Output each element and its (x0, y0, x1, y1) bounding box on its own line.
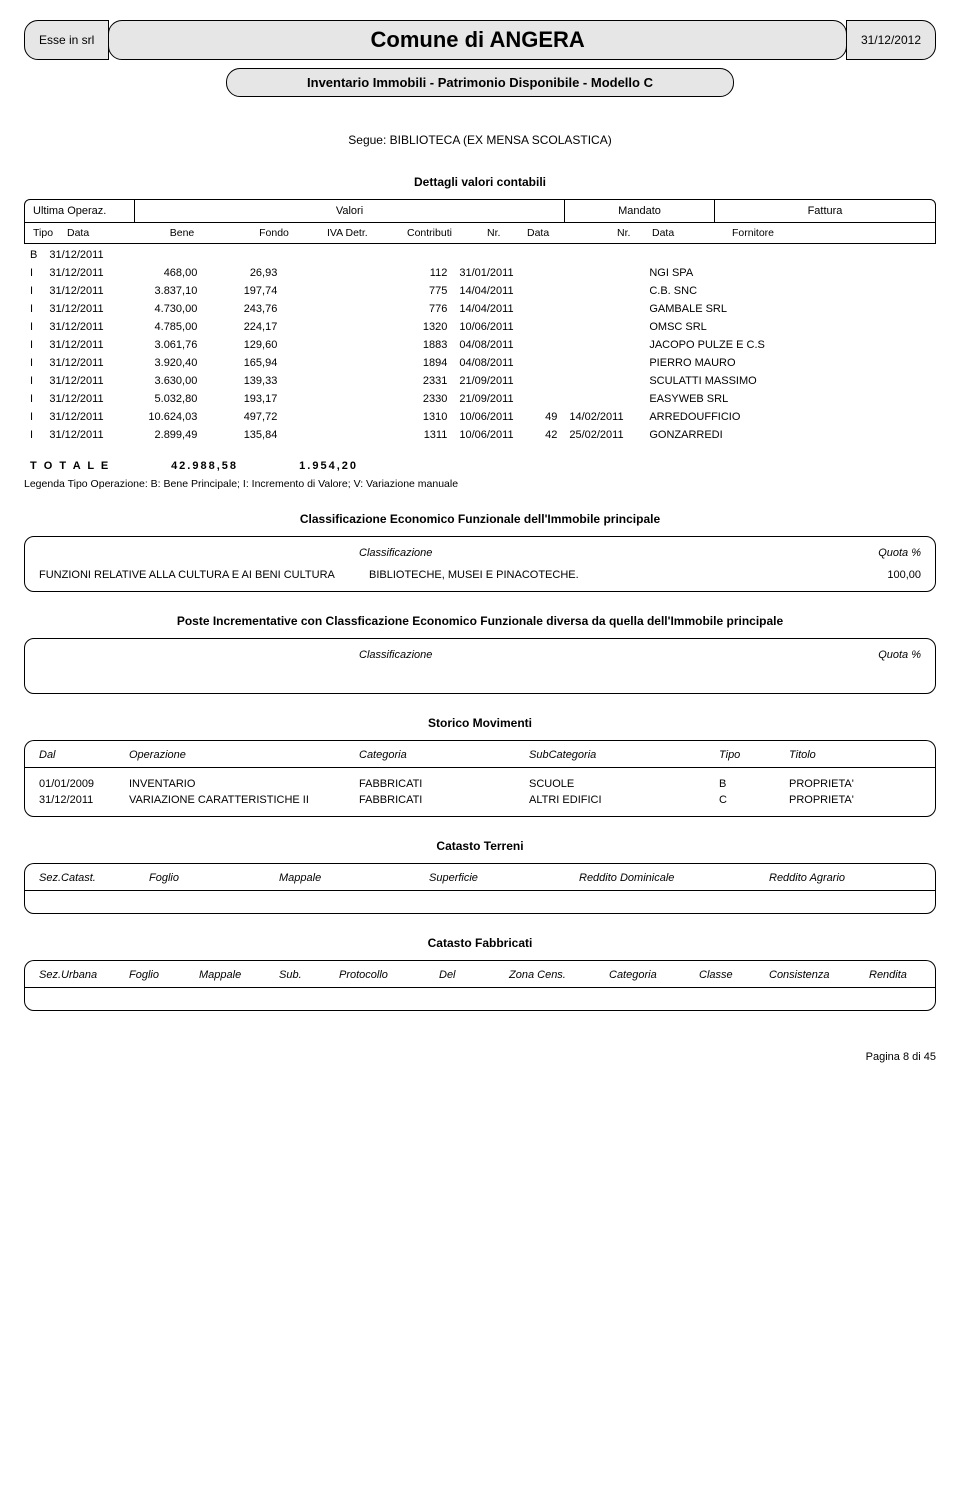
hdr-iva: IVA Detr. (319, 223, 399, 243)
subtitle-wrap: Inventario Immobili - Patrimonio Disponi… (24, 68, 936, 97)
table-row: I31/12/20113.061,76129,60188304/08/2011J… (24, 336, 936, 354)
page-title-pill: Comune di ANGERA (108, 20, 847, 60)
page-footer: Pagina 8 di 45 (24, 1051, 936, 1063)
storico-title: Storico Movimenti (24, 716, 936, 730)
table-row: I31/12/20114.785,00224,17132010/06/2011O… (24, 318, 936, 336)
fabbricati-header: Sez.Urbana Foglio Mappale Sub. Protocoll… (24, 960, 936, 987)
table-row: 31/12/2011VARIAZIONE CARATTERISTICHE IIF… (39, 792, 921, 808)
terreni-title: Catasto Terreni (24, 839, 936, 853)
table-row: I31/12/20113.630,00139,33233121/09/2011S… (24, 372, 936, 390)
hdr-fondo: Fondo (229, 223, 319, 243)
table-row: I31/12/20113.920,40165,94189404/08/2011P… (24, 354, 936, 372)
terr-hdr-foglio: Foglio (149, 872, 269, 884)
class1-box: Classificazione Quota % FUNZIONI RELATIV… (24, 536, 936, 592)
class1-head-class: Classificazione (359, 547, 432, 559)
storico-hdr-cat: Categoria (359, 749, 519, 761)
class2-title: Poste Incrementative con Classficazione … (24, 614, 936, 628)
totale-bene: 42.988,58 (164, 454, 244, 474)
fabb-hdr-protocollo: Protocollo (339, 969, 429, 981)
hdr-fornitore: Fornitore (724, 223, 935, 243)
table-row: I31/12/20112.899,49135,84131110/06/20114… (24, 426, 936, 444)
hdr-bene: Bene (135, 223, 229, 243)
hdr-data: Data (59, 223, 135, 243)
fabb-hdr-rendita: Rendita (869, 969, 907, 981)
fabb-hdr-zona: Zona Cens. (509, 969, 599, 981)
terr-hdr-dominicale: Reddito Dominicale (579, 872, 759, 884)
terreni-body (24, 890, 936, 914)
valori-table: B31/12/2011I31/12/2011468,0026,9311231/0… (24, 246, 936, 444)
fabb-hdr-foglio: Foglio (129, 969, 189, 981)
hdr-nr-fattura: Nr. (609, 223, 644, 243)
fabbricati-body (24, 987, 936, 1011)
fabb-hdr-del: Del (439, 969, 499, 981)
table-row: I31/12/201110.624,03497,72131010/06/2011… (24, 408, 936, 426)
class2-head-quota: Quota % (878, 649, 921, 661)
totale-row: T O T A L E 42.988,58 1.954,20 (24, 454, 936, 474)
class1-head-quota: Quota % (878, 547, 921, 559)
fabb-hdr-sub: Sub. (279, 969, 329, 981)
storico-hdr-dal: Dal (39, 749, 119, 761)
terr-hdr-mappale: Mappale (279, 872, 419, 884)
fabb-hdr-mappale: Mappale (199, 969, 269, 981)
hdr-data-mandato: Data (519, 223, 609, 243)
hdr-valori: Valori (135, 200, 565, 222)
table-row: I31/12/20113.837,10197,7477514/04/2011C.… (24, 282, 936, 300)
table-row: I31/12/20115.032,80193,17233021/09/2011E… (24, 390, 936, 408)
storico-hdr-op: Operazione (129, 749, 349, 761)
company-pill: Esse in srl (24, 20, 109, 60)
terr-hdr-agrario: Reddito Agrario (769, 872, 845, 884)
class1-row-quota: 100,00 (887, 569, 921, 581)
class1-row-left: FUNZIONI RELATIVE ALLA CULTURA E AI BENI… (39, 569, 369, 581)
subtitle-pill: Inventario Immobili - Patrimonio Disponi… (226, 68, 734, 97)
class2-box: Classificazione Quota % (24, 638, 936, 694)
terreni-header: Sez.Catast. Foglio Mappale Superficie Re… (24, 863, 936, 890)
totale-label: T O T A L E (24, 454, 124, 474)
segue-text: Segue: BIBLIOTECA (EX MENSA SCOLASTICA) (24, 133, 936, 147)
fabb-hdr-consistenza: Consistenza (769, 969, 859, 981)
valori-header-row2: Tipo Data Bene Fondo IVA Detr. Contribut… (24, 223, 936, 244)
hdr-mandato: Mandato (565, 200, 715, 222)
fabb-hdr-classe: Classe (699, 969, 759, 981)
totale-fondo: 1.954,20 (284, 454, 364, 474)
storico-body: 01/01/2009INVENTARIOFABBRICATISCUOLEBPRO… (24, 767, 936, 817)
report-date-pill: 31/12/2012 (846, 20, 936, 60)
dettagli-title: Dettagli valori contabili (24, 175, 936, 189)
fabbricati-title: Catasto Fabbricati (24, 936, 936, 950)
terr-hdr-sez: Sez.Catast. (39, 872, 139, 884)
fabb-hdr-sez: Sez.Urbana (39, 969, 119, 981)
storico-hdr-titolo: Titolo (789, 749, 816, 761)
hdr-nr-mandato: Nr. (479, 223, 519, 243)
class2-head-class: Classificazione (359, 649, 432, 661)
page-header: Esse in srl Comune di ANGERA 31/12/2012 (24, 20, 936, 60)
hdr-data-fattura: Data (644, 223, 724, 243)
terr-hdr-superficie: Superficie (429, 872, 569, 884)
storico-hdr-sub: SubCategoria (529, 749, 709, 761)
hdr-contributi: Contributi (399, 223, 479, 243)
class1-row-mid: BIBLIOTECHE, MUSEI E PINACOTECHE. (369, 569, 887, 581)
hdr-ultima-operaz: Ultima Operaz. (25, 200, 135, 222)
fabb-hdr-categoria: Categoria (609, 969, 689, 981)
table-row: B31/12/2011 (24, 246, 936, 264)
table-row: I31/12/2011468,0026,9311231/01/2011NGI S… (24, 264, 936, 282)
class1-title: Classificazione Economico Funzionale del… (24, 512, 936, 526)
storico-header: Dal Operazione Categoria SubCategoria Ti… (24, 740, 936, 767)
table-row: 01/01/2009INVENTARIOFABBRICATISCUOLEBPRO… (39, 776, 921, 792)
valori-header-row1: Ultima Operaz. Valori Mandato Fattura (24, 199, 936, 223)
table-row: I31/12/20114.730,00243,7677614/04/2011GA… (24, 300, 936, 318)
hdr-tipo: Tipo (25, 223, 59, 243)
legenda-text: Legenda Tipo Operazione: B: Bene Princip… (24, 478, 936, 490)
hdr-fattura: Fattura (715, 200, 935, 222)
storico-hdr-tipo: Tipo (719, 749, 779, 761)
